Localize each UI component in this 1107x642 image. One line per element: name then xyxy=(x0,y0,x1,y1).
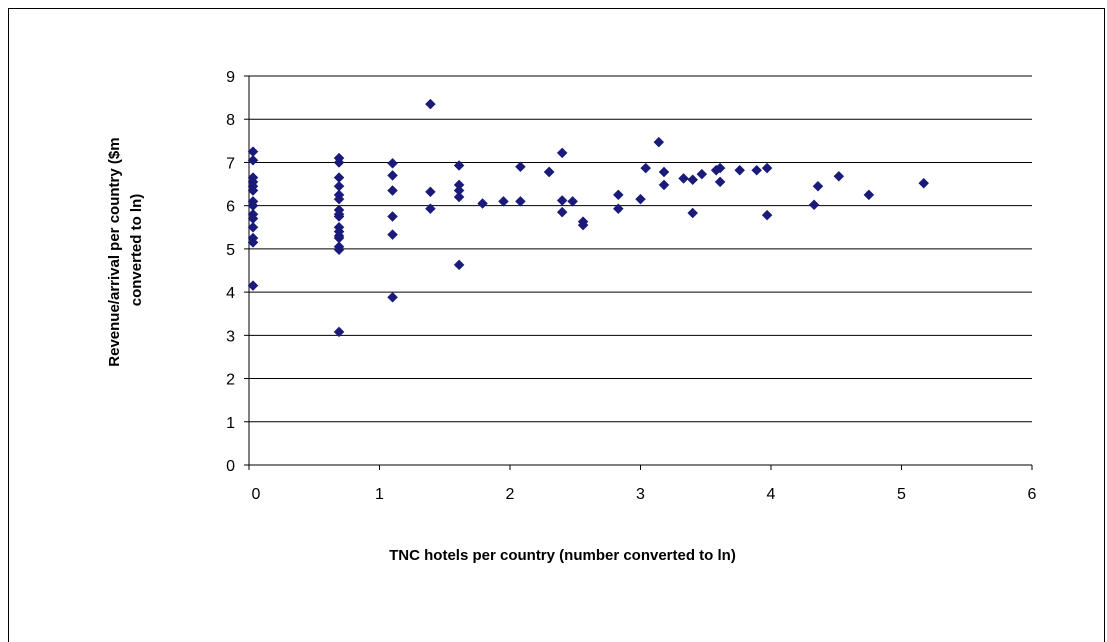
y-tick-label-6: 6 xyxy=(226,199,235,216)
data-point-31 xyxy=(387,170,398,181)
data-point-47 xyxy=(515,195,526,207)
data-point-35 xyxy=(387,291,398,303)
data-point-45 xyxy=(498,195,509,207)
y-tick-label-3: 3 xyxy=(226,328,235,345)
y-tick-label-5: 5 xyxy=(226,242,235,259)
data-point-19 xyxy=(333,193,345,205)
data-point-42 xyxy=(453,191,465,203)
y-tick-label-7: 7 xyxy=(226,155,235,172)
y-tick-label-8: 8 xyxy=(226,112,235,129)
data-point-12 xyxy=(247,237,259,248)
data-point-62 xyxy=(658,179,670,191)
data-point-57 xyxy=(612,203,624,215)
x-tick-label-5: 5 xyxy=(897,486,906,503)
data-point-56 xyxy=(612,189,624,201)
data-point-78 xyxy=(863,189,875,201)
data-point-60 xyxy=(653,136,665,148)
y-axis-title: Revenue/arrival per country ($m converte… xyxy=(106,133,145,366)
data-point-65 xyxy=(687,207,699,219)
grid-lines xyxy=(249,75,1032,423)
data-points xyxy=(247,98,930,338)
data-point-39 xyxy=(453,160,465,171)
data-point-75 xyxy=(808,199,820,211)
data-point-46 xyxy=(515,161,526,173)
data-point-36 xyxy=(425,98,436,110)
y-tick-label-0: 0 xyxy=(226,458,235,475)
data-point-43 xyxy=(453,259,465,271)
data-point-44 xyxy=(477,198,488,209)
data-point-37 xyxy=(425,186,436,198)
x-tick-label-3: 3 xyxy=(636,486,645,503)
data-point-38 xyxy=(425,203,436,215)
data-point-30 xyxy=(387,157,398,169)
x-tick-label-4: 4 xyxy=(767,486,776,503)
tick-labels: 0 1 2 3 4 5 6 7 8 9 0 1 2 3 4 5 6 xyxy=(226,69,1036,503)
data-point-53 xyxy=(567,195,578,207)
data-point-49 xyxy=(543,166,555,178)
data-point-5 xyxy=(247,185,259,196)
data-point-51 xyxy=(556,195,568,206)
y-axis-title-line-1: Revenue/arrival per country ($m xyxy=(106,137,123,366)
data-point-52 xyxy=(556,206,568,218)
x-tick-label-2: 2 xyxy=(506,486,515,503)
data-point-61 xyxy=(658,166,670,178)
data-point-77 xyxy=(833,170,845,182)
x-tick-label-1: 1 xyxy=(375,486,384,503)
data-point-59 xyxy=(640,162,652,174)
data-point-72 xyxy=(751,164,762,176)
data-point-55 xyxy=(577,219,589,231)
axes xyxy=(244,75,1033,470)
data-point-74 xyxy=(761,209,773,221)
data-point-34 xyxy=(387,229,398,240)
y-tick-label-2: 2 xyxy=(226,372,235,389)
y-tick-label-9: 9 xyxy=(226,69,235,86)
data-point-28 xyxy=(333,244,345,256)
data-point-70 xyxy=(714,176,726,188)
data-point-15 xyxy=(333,157,345,168)
data-point-50 xyxy=(556,147,568,159)
data-point-1 xyxy=(247,154,259,166)
data-point-32 xyxy=(387,185,398,196)
y-tick-label-4: 4 xyxy=(226,285,235,302)
data-point-64 xyxy=(687,174,699,186)
data-point-71 xyxy=(734,164,746,176)
data-point-73 xyxy=(761,162,773,174)
x-tick-label-0: 0 xyxy=(252,486,261,503)
x-axis-title: TNC hotels per country (number converted… xyxy=(389,547,736,564)
data-point-10 xyxy=(247,221,259,233)
data-point-63 xyxy=(678,173,689,184)
y-axis-title-line-2: converted to ln) xyxy=(128,194,145,307)
data-point-29 xyxy=(333,326,345,338)
x-tick-label-6: 6 xyxy=(1028,486,1037,503)
data-point-58 xyxy=(635,193,646,205)
data-point-79 xyxy=(918,177,930,189)
data-point-69 xyxy=(714,162,726,174)
data-point-22 xyxy=(333,211,345,222)
y-tick-label-1: 1 xyxy=(226,415,235,432)
data-point-76 xyxy=(812,180,824,192)
data-point-66 xyxy=(696,168,708,180)
chart-frame xyxy=(8,8,1105,642)
data-point-33 xyxy=(387,211,398,222)
data-point-13 xyxy=(247,280,259,291)
